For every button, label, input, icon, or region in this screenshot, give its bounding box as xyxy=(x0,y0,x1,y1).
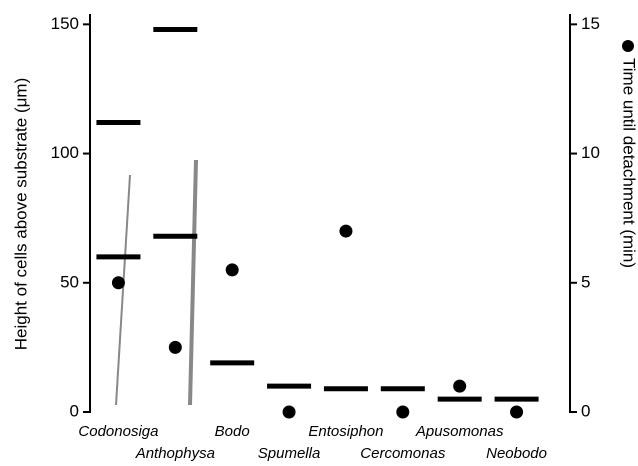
x-tick-label: Neobodo xyxy=(486,445,547,462)
y-axis-title: Height of cells above substrate (μm) xyxy=(11,78,30,350)
legend-dot xyxy=(622,40,634,52)
time-dot xyxy=(111,276,125,290)
stalk-illustration xyxy=(115,174,131,406)
time-dot xyxy=(396,405,410,419)
x-tick-label: Spumella xyxy=(258,445,321,462)
x-tick-label: Anthophysa xyxy=(135,445,215,462)
y-tick-label: 0 xyxy=(70,401,79,420)
x-tick-label: Cercomonas xyxy=(360,445,446,462)
y2-tick-label: 5 xyxy=(581,272,590,291)
time-dot xyxy=(510,405,524,419)
time-dot xyxy=(225,263,239,277)
time-dot xyxy=(168,340,182,354)
time-dot xyxy=(453,379,467,393)
y-tick-label: 150 xyxy=(51,14,79,33)
y-tick-label: 100 xyxy=(51,143,79,162)
y2-axis-title: Time until detachment (min) xyxy=(620,58,638,268)
x-tick-label: Bodo xyxy=(215,423,250,440)
x-tick-label: Codonosiga xyxy=(78,423,158,440)
y2-tick-label: 15 xyxy=(581,14,600,33)
time-dot xyxy=(282,405,296,419)
y2-tick-label: 10 xyxy=(581,143,600,162)
time-dot xyxy=(339,224,353,238)
x-tick-label: Entosiphon xyxy=(308,423,383,440)
y-tick-label: 50 xyxy=(60,272,79,291)
stalk-illustration xyxy=(188,159,198,406)
y2-tick-label: 0 xyxy=(581,401,590,420)
x-tick-label: Apusomonas xyxy=(415,423,504,440)
